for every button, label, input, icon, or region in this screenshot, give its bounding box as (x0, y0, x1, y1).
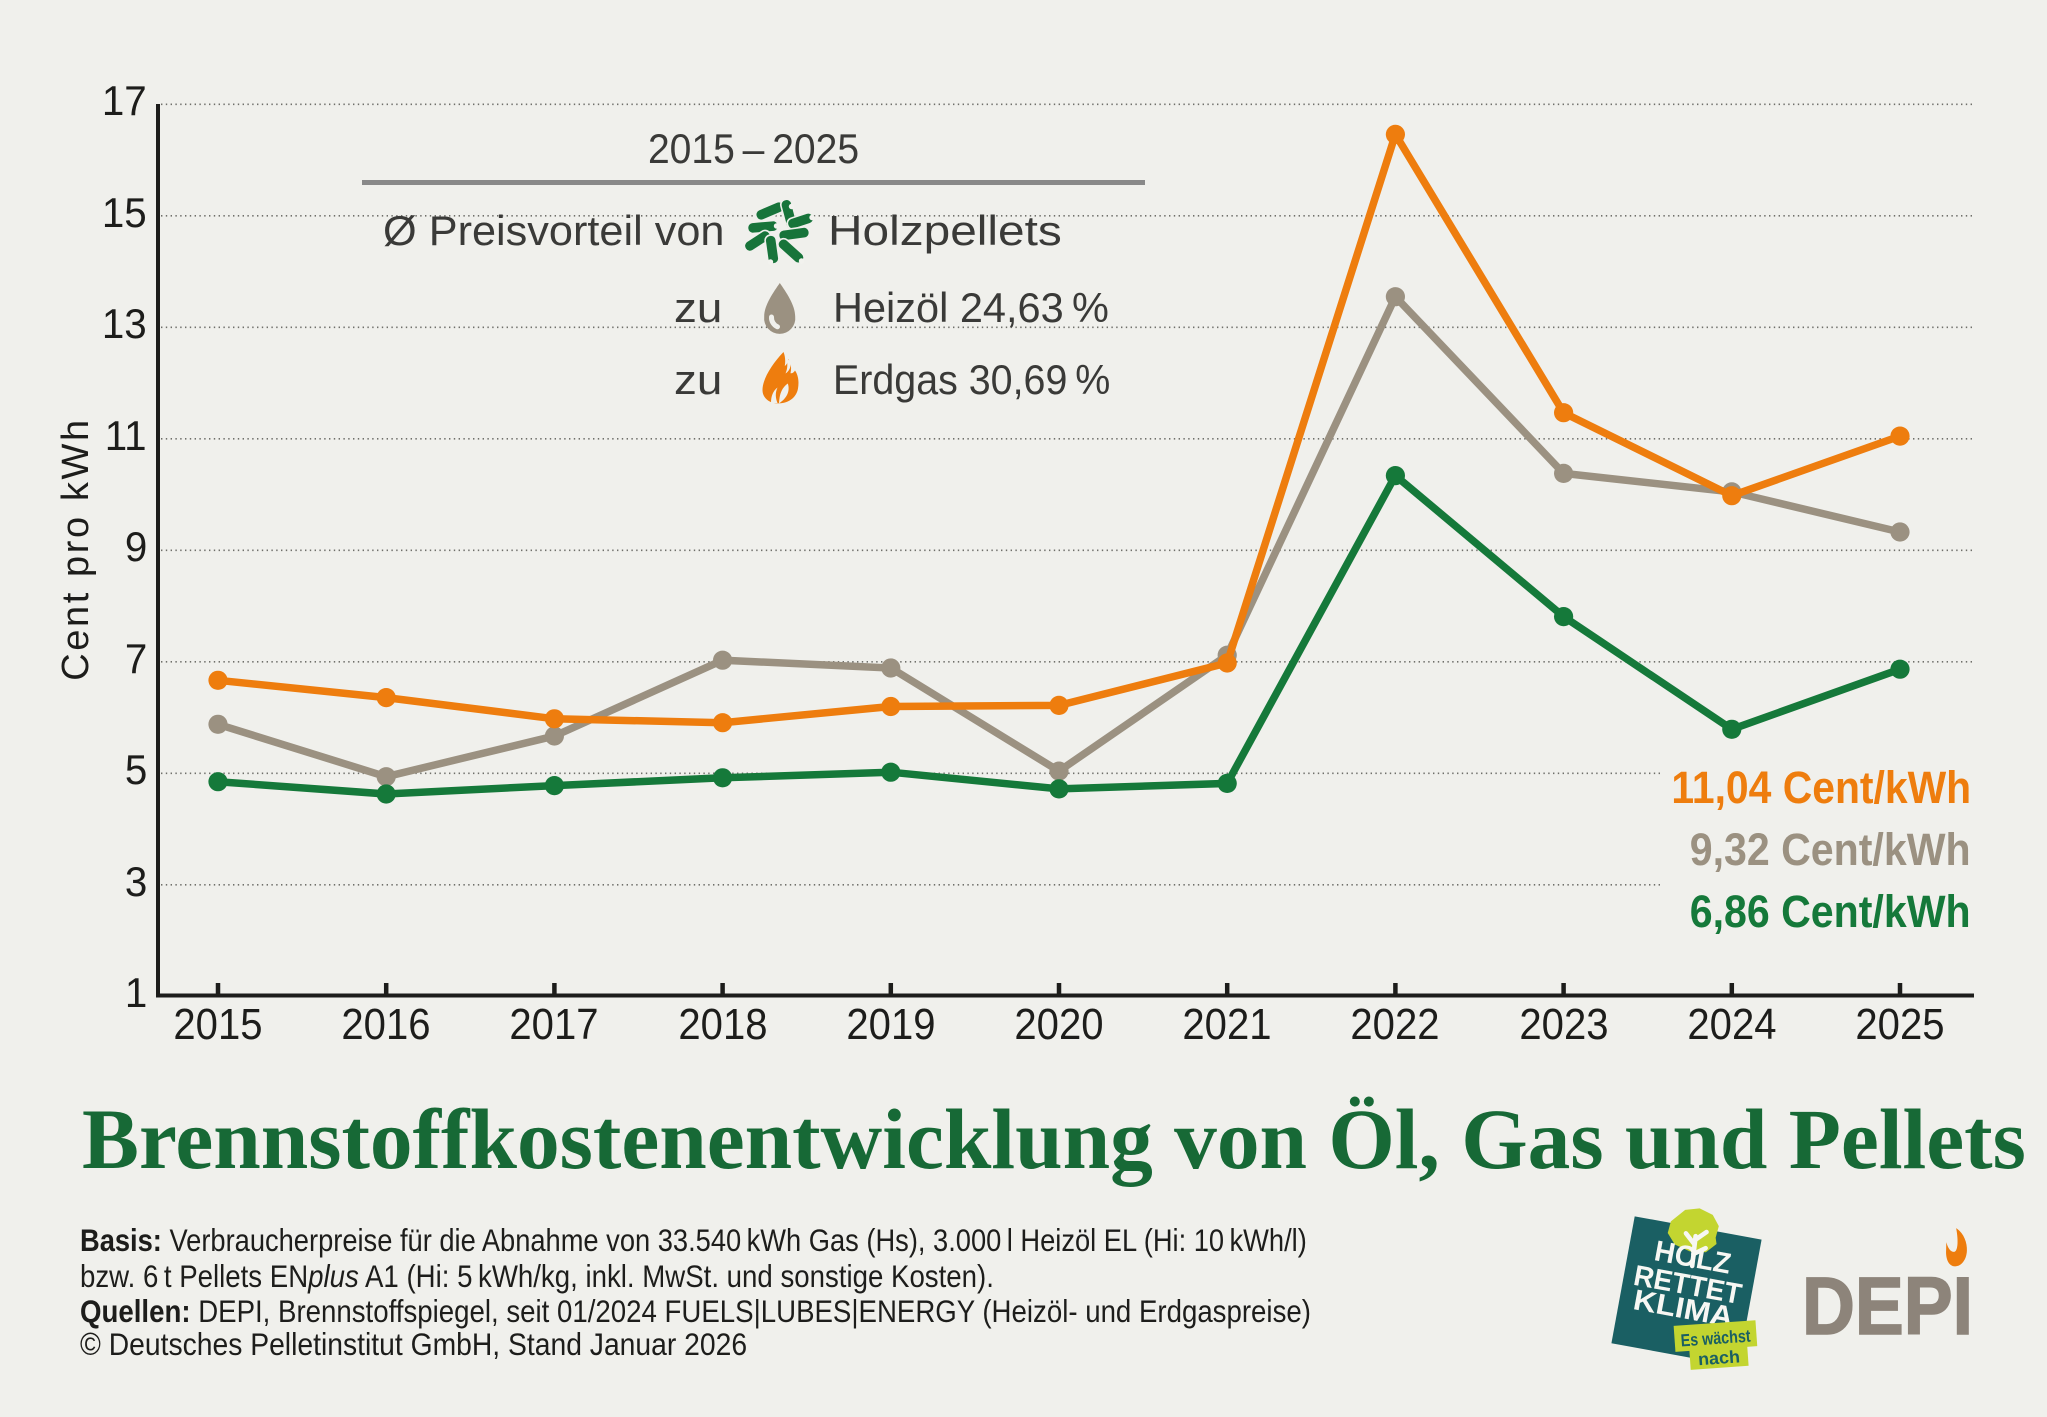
svg-text:Es wächst: Es wächst (1680, 1326, 1751, 1351)
svg-text:nach: nach (1697, 1346, 1740, 1369)
svg-text:DEPI: DEPI (1802, 1261, 1973, 1352)
